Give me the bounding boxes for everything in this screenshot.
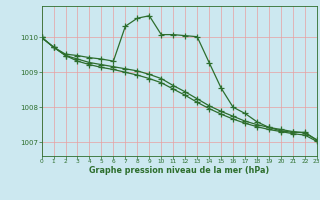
X-axis label: Graphe pression niveau de la mer (hPa): Graphe pression niveau de la mer (hPa): [89, 166, 269, 175]
